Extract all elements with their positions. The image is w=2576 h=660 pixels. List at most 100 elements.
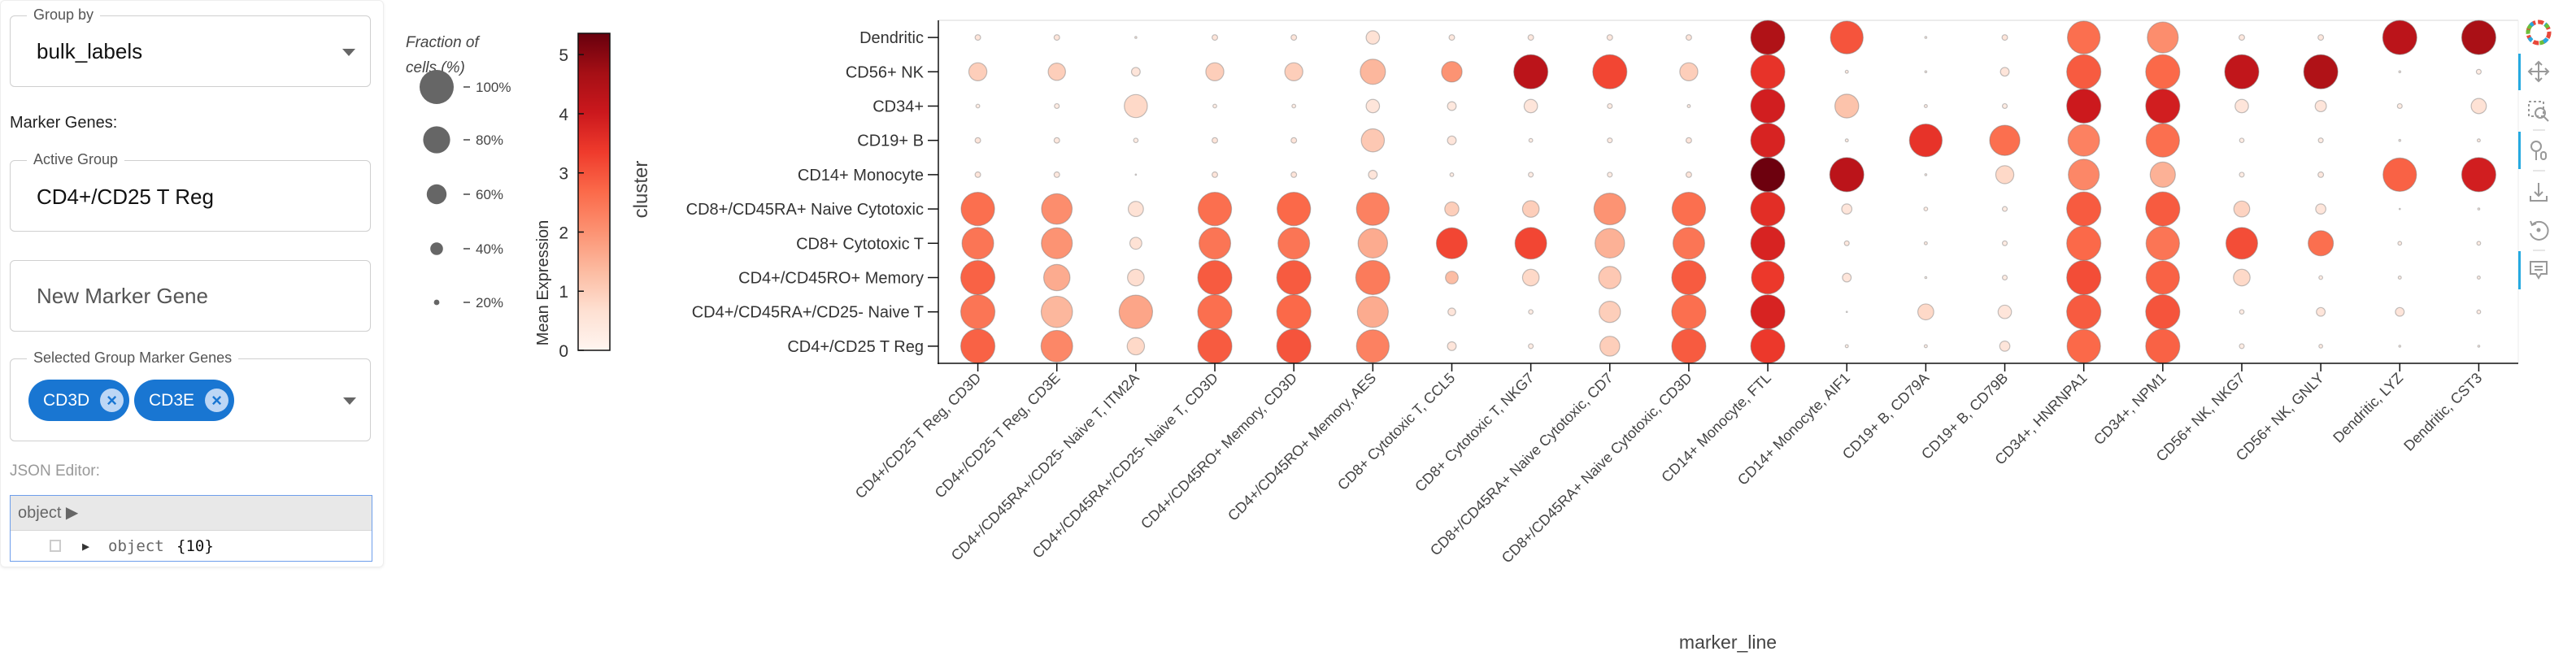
marker-chip-cd3d[interactable]: CD3D × [28,380,129,421]
dot [1924,276,1928,280]
dot [1923,206,1929,212]
y-tick-label: CD14+ Monocyte [798,167,924,185]
chevron-down-icon[interactable] [343,397,356,405]
chevron-down-icon[interactable] [342,49,355,56]
dot [1751,260,1785,295]
dot [2233,268,2251,287]
size-legend-title-2: cells (%) [406,59,465,76]
dot [1924,70,1928,74]
x-tick-label: CD56+ NK, GNLY [2233,370,2327,464]
dot [1126,337,1146,356]
dot [1750,54,1786,89]
dot [1750,328,1786,364]
dot [1129,237,1142,250]
dot [2477,207,2481,211]
dot [959,294,996,330]
dot [1448,34,1456,41]
reset-icon[interactable] [2530,220,2549,241]
dot [1607,172,1613,178]
selected-markers-select[interactable]: Selected Group Marker Genes CD3D × CD3E … [10,350,371,441]
dot [2234,98,2249,114]
colorbar-tick-label: 3 [559,165,568,184]
dot [1290,34,1298,41]
dot [2001,274,2008,281]
dot [1685,34,1692,41]
dot [1750,88,1786,124]
dot [1276,259,1312,296]
json-editor[interactable]: object ▶ ▶ object {10} [10,495,372,562]
y-tick-label: CD34+ [872,98,924,116]
dot [1212,137,1219,144]
dot [1514,227,1547,260]
dot [1360,59,1386,85]
dot [968,62,988,82]
dot [1671,328,1707,364]
dot [1133,137,1139,144]
dot [1686,104,1691,108]
save-icon[interactable] [2530,183,2548,202]
dot [975,103,981,109]
hover-icon[interactable] [2530,261,2548,280]
dot [1607,137,1613,144]
dot [1130,67,1141,77]
dot [2476,241,2482,246]
chip-label: CD3D [43,390,90,410]
group-by-select[interactable]: Group by bulk_labels [10,7,371,87]
dot [2145,294,2181,330]
dot [2066,328,2101,364]
dot [1923,344,1928,349]
dot [2066,225,2102,261]
dot [1197,191,1233,227]
dot [2317,34,2325,41]
dot [2233,200,2251,218]
active-group-label: Active Group [27,151,125,168]
dot [2317,171,2325,178]
dot [1277,191,1312,227]
active-group-field[interactable]: Active Group CD4+/CD25 T Reg [10,151,371,232]
x-tick-label: CD19+ B, CD79B [1918,370,2011,462]
y-axis-title: cluster [630,161,652,219]
dot [961,227,994,260]
dot [1040,329,1073,363]
dot [1368,169,1378,180]
dot [1054,102,1060,110]
box-zoom-icon[interactable] [2528,101,2549,122]
dot [1592,54,1628,89]
x-tick-label: CD34+, NPM1 [2091,370,2169,449]
dot [1679,62,1699,82]
expand-triangle-icon[interactable]: ▶ [82,539,90,554]
wheel-zoom-icon[interactable] [2530,141,2547,160]
json-editor-header[interactable]: object ▶ [11,496,372,531]
dot [974,34,981,41]
size-legend-label: 80% [476,132,503,148]
dot [2318,344,2324,349]
dot [2303,54,2339,89]
bokeh-logo-icon[interactable] [2524,18,2554,48]
dot [2001,206,2008,212]
dot [1290,171,1298,178]
y-tick-label: CD4+/CD45RO+ Memory [738,270,924,288]
remove-chip-icon[interactable]: × [100,389,124,412]
json-editor-row[interactable]: ▶ object {10} [11,531,372,562]
new-marker-gene-input[interactable]: New Marker Gene [10,260,371,332]
dot [2476,138,2481,143]
dot [2001,34,2008,41]
marker-chip-cd3e[interactable]: CD3E × [134,380,234,421]
dot [1989,124,2021,156]
dot [1445,271,1459,284]
remove-chip-icon[interactable]: × [205,389,228,412]
dot [1134,36,1138,39]
dot [2470,98,2487,115]
dot [2149,161,2176,188]
dot [2068,158,2100,191]
dot [1844,344,1849,349]
dot [960,191,995,227]
dot [1844,69,1849,74]
pan-icon[interactable] [2527,60,2550,83]
checkbox-icon[interactable] [50,540,61,552]
dot [1997,304,2012,319]
dot [2066,259,2102,296]
dot [1444,201,1460,217]
dot [959,328,996,364]
